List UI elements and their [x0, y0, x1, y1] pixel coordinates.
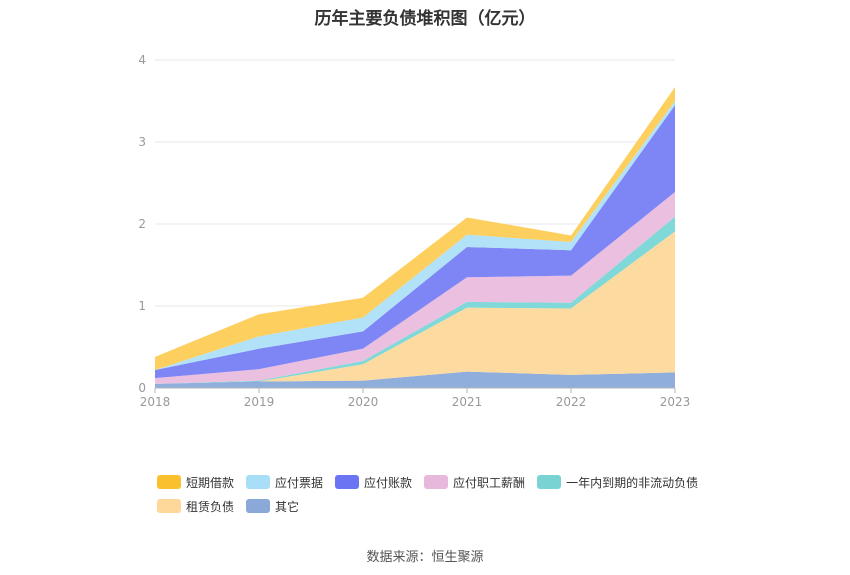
x-tick-label: 2021 [452, 395, 483, 409]
legend-row-1: 短期借款 应付票据 应付账款 应付职工薪酬 一年内到期的非流动负债 [157, 470, 717, 494]
legend-swatch [157, 499, 181, 513]
area-series [155, 371, 675, 388]
legend-swatch [157, 475, 181, 489]
x-tick-label: 2020 [348, 395, 379, 409]
y-tick-label: 4 [138, 53, 146, 67]
y-tick-label: 1 [138, 299, 146, 313]
legend-label: 应付账款 [364, 475, 413, 490]
legend-label: 租赁负债 [186, 499, 235, 514]
legend-item[interactable]: 租赁负债 [157, 498, 234, 515]
area-series [155, 192, 675, 384]
legend-label: 短期借款 [186, 475, 235, 490]
legend-swatch [537, 475, 562, 489]
area-series [155, 231, 675, 384]
source-note: 数据来源：恒生聚源 [366, 550, 484, 565]
x-tick-label: 2023 [660, 395, 691, 409]
legend-swatch [335, 475, 360, 489]
legend-item[interactable]: 应付账款 [335, 474, 412, 491]
x-tick-label: 2018 [140, 395, 171, 409]
y-tick-label: 2 [138, 217, 146, 231]
y-tick-label: 0 [138, 381, 146, 395]
legend-label: 应付职工薪酬 [453, 475, 526, 490]
legend-label: 其它 [275, 499, 300, 514]
x-tick-label: 2022 [556, 395, 587, 409]
legend-item[interactable]: 一年内到期的非流动负债 [537, 474, 698, 491]
legend-item[interactable]: 应付职工薪酬 [424, 474, 525, 491]
chart-title: 历年主要负债堆积图（亿元） [314, 9, 536, 29]
axes: 0 1 2 3 4 2018 2019 2020 2021 2022 2023 [138, 53, 690, 409]
legend-swatch [246, 475, 271, 489]
legend-item[interactable]: 应付票据 [246, 474, 323, 491]
legend-item[interactable]: 短期借款 [157, 474, 234, 491]
legend-row-2: 租赁负债 其它 [157, 494, 717, 518]
legend-label: 应付票据 [275, 475, 324, 490]
legend-item[interactable]: 其它 [246, 498, 299, 515]
x-tick-label: 2019 [244, 395, 275, 409]
y-tick-label: 3 [138, 135, 146, 149]
legend-swatch [246, 499, 271, 513]
legend-swatch [424, 475, 449, 489]
stacked-areas [155, 87, 675, 388]
legend-label: 一年内到期的非流动负债 [566, 475, 699, 490]
legend: 短期借款 应付票据 应付账款 应付职工薪酬 一年内到期的非流动负债 租赁负债 其… [157, 470, 717, 518]
area-series [155, 87, 675, 370]
